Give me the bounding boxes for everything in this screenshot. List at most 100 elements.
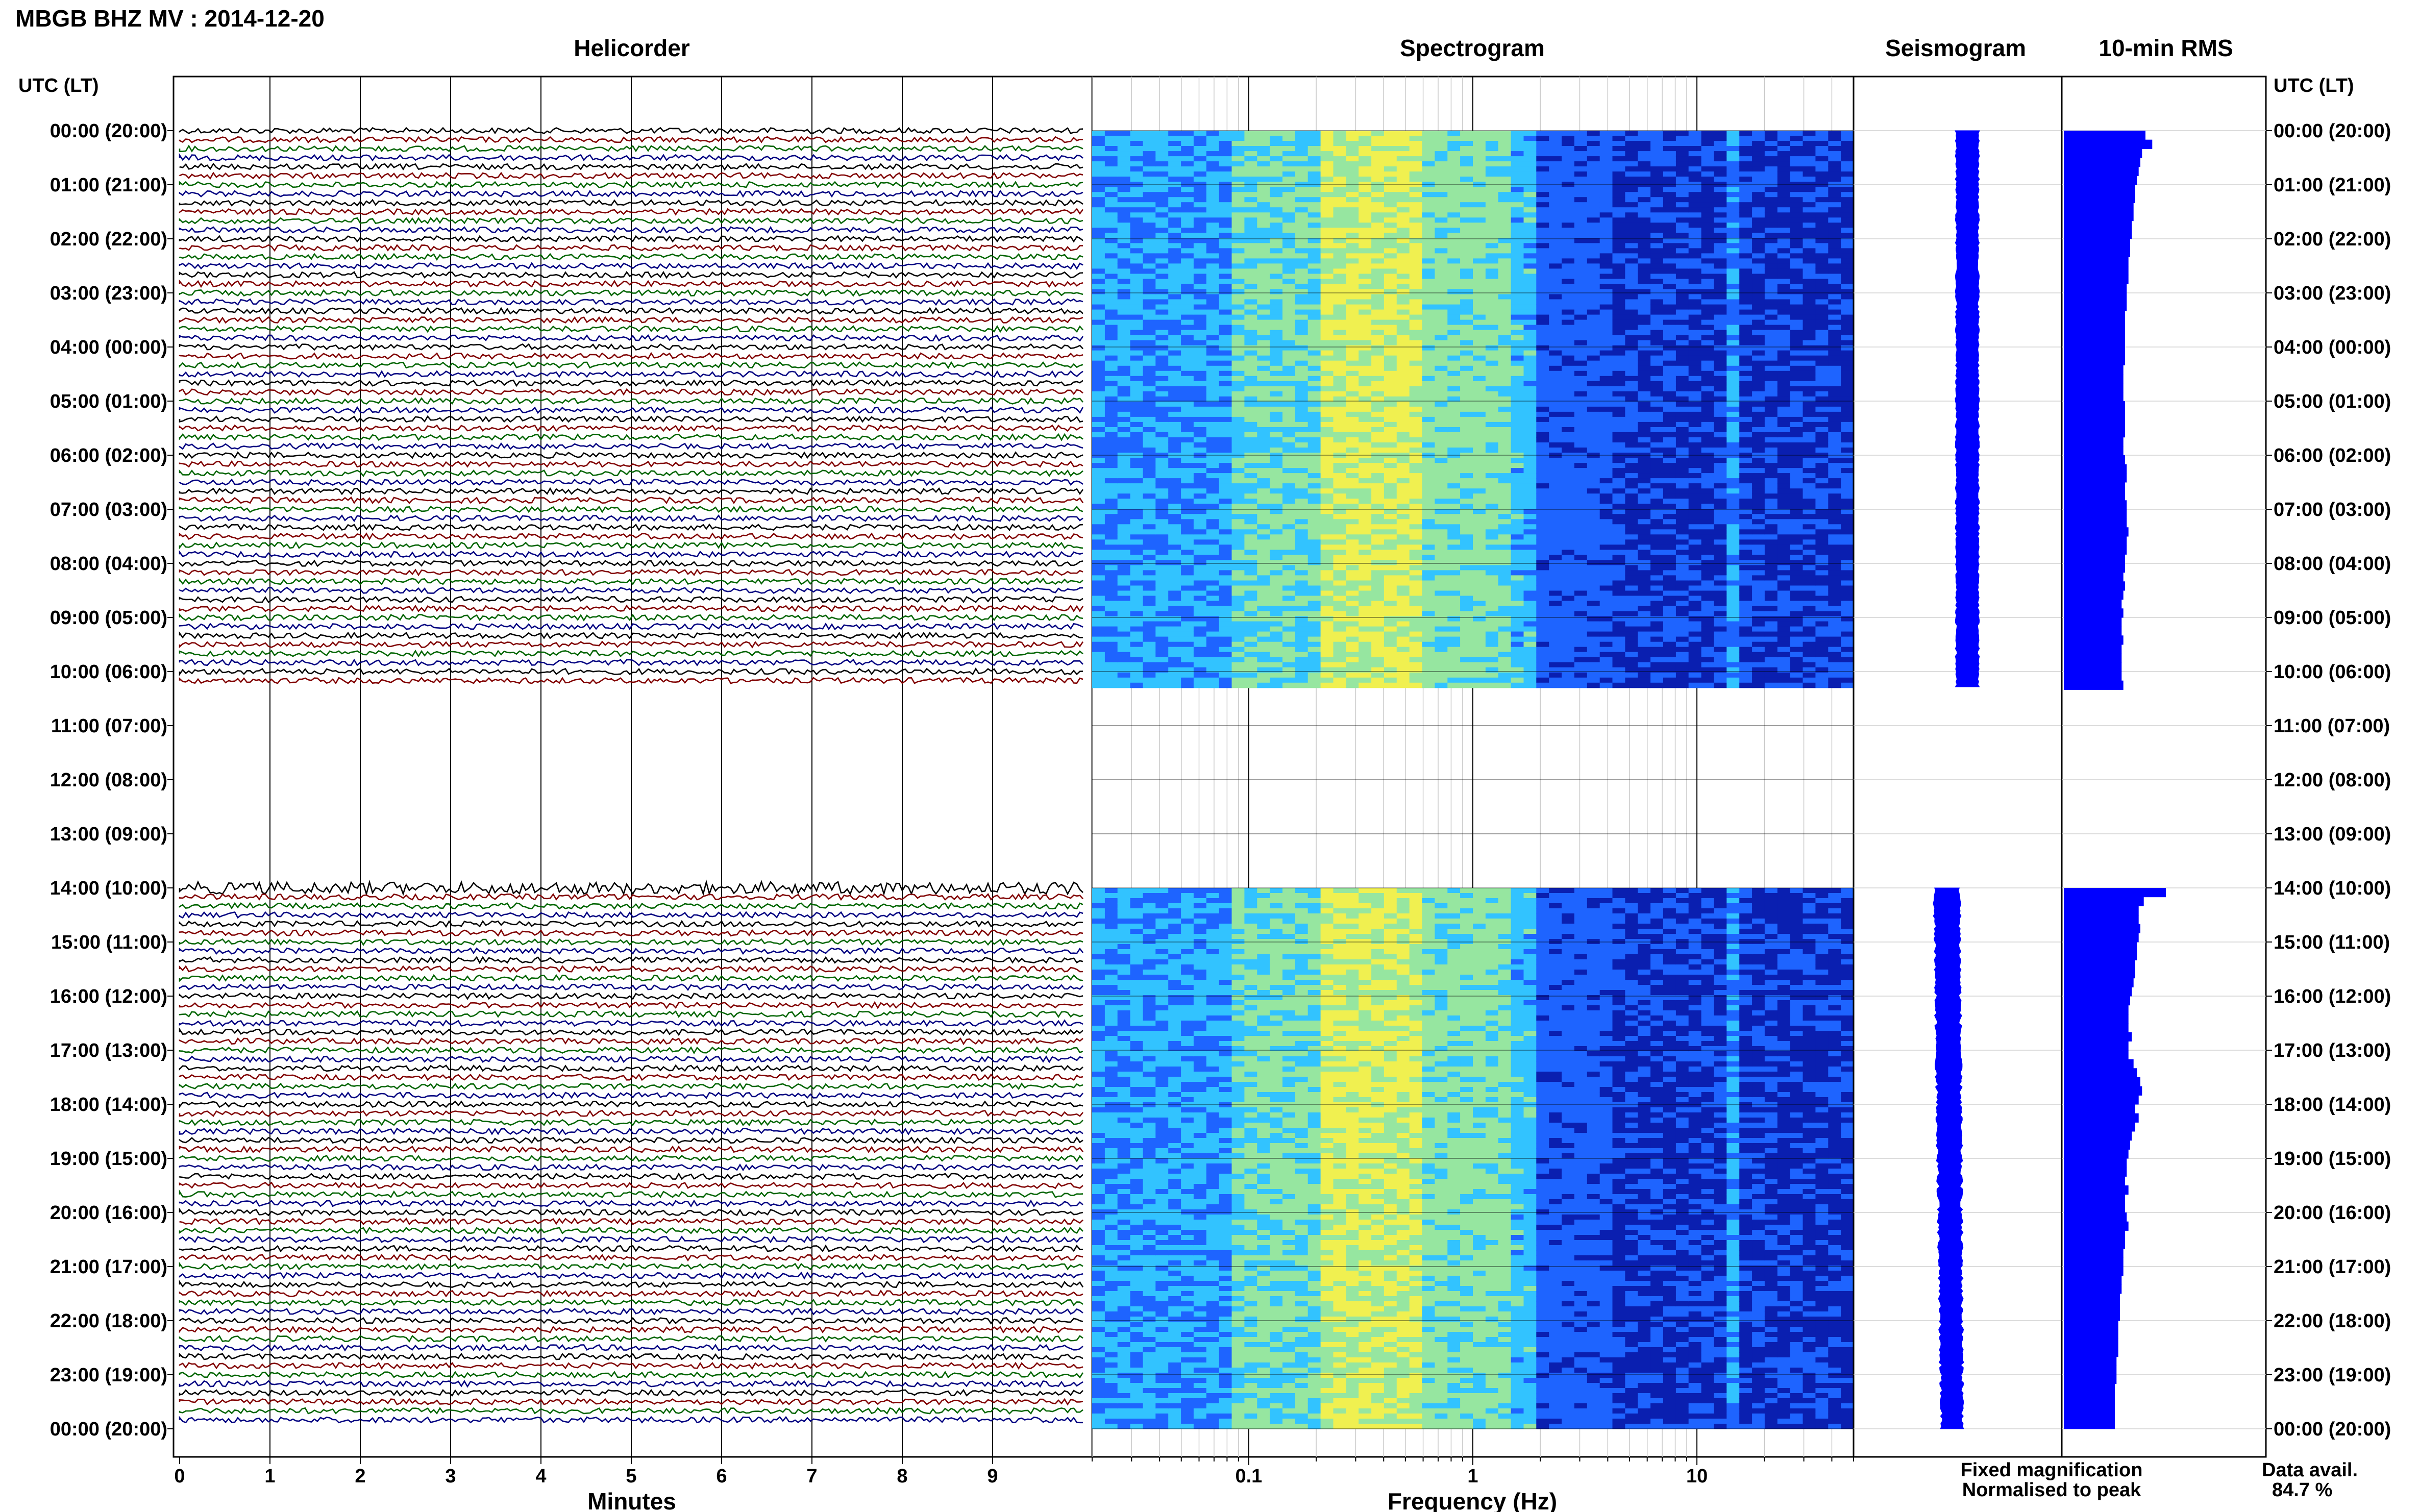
spectrogram-cell	[1498, 279, 1512, 285]
spectrogram-cell	[1257, 524, 1270, 530]
spectrogram-cell	[1257, 442, 1270, 448]
spectrogram-cell	[1498, 448, 1512, 453]
spectrogram-cell	[1460, 156, 1473, 162]
spectrogram-cell	[1498, 238, 1512, 243]
spectrogram-cell	[1511, 386, 1524, 392]
spectrogram-cell	[1384, 514, 1397, 519]
spectrogram-cell	[1384, 468, 1397, 474]
spectrogram-cell	[1295, 294, 1309, 300]
spectrogram-cell	[1307, 381, 1321, 387]
spectrogram-cell	[1244, 340, 1257, 346]
spectrogram-cell	[1447, 161, 1461, 167]
spectrogram-cell	[1181, 161, 1194, 167]
spectrogram-cell	[1117, 355, 1131, 361]
spectrogram-cell	[1498, 560, 1512, 565]
spectrogram-cell	[1511, 422, 1524, 428]
spectrogram-cell	[1359, 268, 1372, 274]
spectrogram-cell	[1257, 401, 1270, 407]
spectrogram-cell	[1333, 401, 1346, 407]
spectrogram-cell	[1143, 575, 1156, 581]
spectrogram-cell	[1155, 309, 1169, 315]
spectrogram-cell	[1193, 391, 1207, 397]
spectrogram-cell	[1104, 473, 1118, 479]
spectrogram-cell	[1168, 667, 1181, 673]
spectrogram-cell	[1359, 580, 1372, 586]
spectrogram-cell	[1231, 136, 1245, 141]
spectrogram-cell	[1359, 636, 1372, 642]
spectrogram-cell	[1155, 657, 1169, 663]
spectrogram-cell	[1587, 207, 1600, 213]
spectrogram-cell	[1206, 478, 1220, 484]
spectrogram-cell	[1536, 314, 1549, 320]
spectrogram-cell	[1168, 360, 1181, 366]
spectrogram-cell	[1307, 606, 1321, 612]
spectrogram-cell	[1587, 626, 1600, 632]
spectrogram-cell	[1359, 544, 1372, 550]
spectrogram-cell	[1371, 682, 1385, 688]
spectrogram-cell	[1193, 355, 1207, 361]
spectrogram-cell	[1333, 468, 1346, 474]
spectrogram-cell	[1270, 406, 1283, 412]
spectrogram-cell	[1092, 580, 1105, 586]
spectrogram-cell	[1231, 207, 1245, 213]
spectrogram-cell	[1396, 335, 1410, 341]
spectrogram-cell	[1104, 499, 1118, 504]
spectrogram-cell	[1333, 519, 1346, 525]
spectrogram-cell	[1447, 432, 1461, 438]
spectrogram-cell	[1447, 304, 1461, 310]
spectrogram-cell	[1562, 192, 1575, 197]
spectrogram-cell	[1625, 299, 1638, 305]
spectrogram-cell	[1371, 437, 1385, 443]
spectrogram-cell	[1168, 161, 1181, 167]
spectrogram-cell	[1549, 585, 1562, 591]
spectrogram-cell	[1599, 555, 1613, 560]
spectrogram-cell	[1574, 616, 1588, 622]
spectrogram-cell	[1155, 192, 1169, 197]
spectrogram-cell	[1549, 626, 1562, 632]
spectrogram-cell	[1523, 652, 1537, 658]
spectrogram-cell	[1371, 202, 1385, 208]
spectrogram-cell	[1244, 360, 1257, 366]
spectrogram-cell	[1257, 534, 1270, 540]
spectrogram-cell	[1523, 641, 1537, 648]
spectrogram-cell	[1625, 662, 1638, 668]
spectrogram-cell	[1092, 682, 1105, 688]
spectrogram-cell	[1498, 263, 1512, 269]
spectrogram-cell	[1599, 539, 1613, 545]
spectrogram-cell	[1270, 207, 1283, 213]
spectrogram-cell	[1219, 514, 1232, 519]
spectrogram-cell	[1625, 631, 1638, 637]
spectrogram-cell	[1485, 601, 1499, 607]
spectrogram-cell	[1307, 289, 1321, 295]
spectrogram-cell	[1193, 228, 1207, 233]
spectrogram-cell	[1270, 458, 1283, 463]
spectrogram-cell	[1371, 151, 1385, 157]
spectrogram-cell	[1587, 616, 1600, 622]
spectrogram-cell	[1587, 161, 1600, 167]
spectrogram-cell	[1092, 652, 1105, 658]
spectrogram-cell	[1257, 672, 1270, 678]
spectrogram-cell	[1359, 141, 1372, 146]
spectrogram-cell	[1396, 463, 1410, 468]
spectrogram-cell	[1523, 596, 1537, 602]
spectrogram-cell	[1396, 611, 1410, 617]
spectrogram-cell	[1536, 207, 1549, 213]
spectrogram-cell	[1307, 217, 1321, 223]
spectrogram-cell	[1181, 560, 1194, 565]
spectrogram-cell	[1599, 171, 1613, 177]
spectrogram-cell	[1320, 289, 1334, 295]
spectrogram-cell	[1422, 248, 1435, 254]
spectrogram-cell	[1244, 279, 1257, 285]
spectrogram-cell	[1231, 263, 1245, 269]
spectrogram-cell	[1092, 299, 1105, 305]
spectrogram-cell	[1562, 365, 1575, 371]
spectrogram-cell	[1460, 611, 1473, 617]
spectrogram-cell	[1498, 611, 1512, 617]
spectrogram-cell	[1422, 299, 1435, 305]
spectrogram-cell	[1574, 289, 1588, 295]
spectrogram-cell	[1206, 570, 1220, 576]
spectrogram-cell	[1117, 263, 1131, 269]
spectrogram-cell	[1155, 171, 1169, 177]
spectrogram-cell	[1307, 641, 1321, 648]
spectrogram-cell	[1574, 136, 1588, 141]
